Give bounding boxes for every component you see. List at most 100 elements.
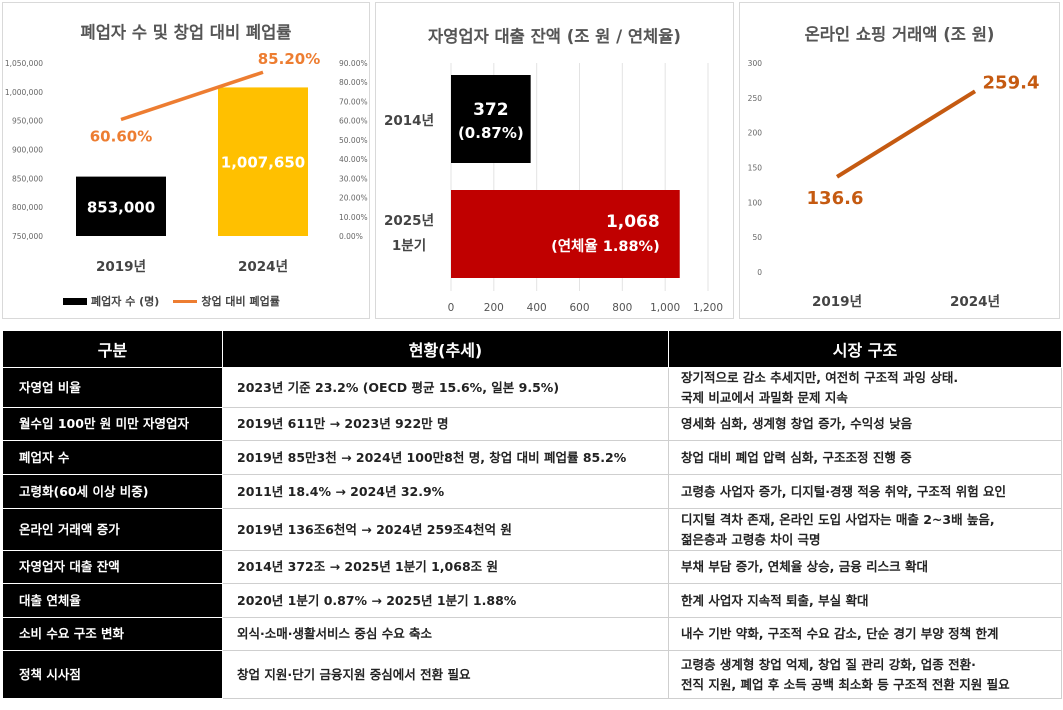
closure-chart: 750,000 800,000 850,000 900,000 950,000 1,000… <box>5 50 368 275</box>
y-tick-label: 2014년 <box>384 113 434 129</box>
y-tick-right: 10.00% <box>339 213 368 222</box>
y-tick-label: 150 <box>748 164 763 173</box>
chart-title: 온라인 쇼핑 거래액 (조 원) <box>804 25 995 44</box>
x-tick-label: 1,200 <box>693 302 723 314</box>
series-line <box>835 89 977 179</box>
y-tick-right: 40.00% <box>339 155 368 164</box>
y-tick-label: 250 <box>748 94 763 103</box>
y-tick-right: 0.00% <box>339 232 363 241</box>
row-structure: 내수 기반 약화, 구조적 수요 감소, 단순 경기 부양 정책 한계 <box>668 617 1062 651</box>
x-tick-label: 2019년 <box>812 294 862 310</box>
y-tick-label: 0 <box>757 268 762 277</box>
table-row: 자영업자 대출 잔액 2014년 372조 → 2025년 1분기 1,068조 … <box>2 550 1062 584</box>
header-category: 구분 <box>2 330 223 368</box>
x-tick-label: 1,000 <box>650 302 680 314</box>
bar-label: 372 <box>473 100 509 120</box>
bar <box>451 75 531 163</box>
y-tick-left: 800,000 <box>12 203 43 212</box>
table-row: 폐업자 수 2019년 85만3천 → 2024년 100만8천 명, 창업 대비… <box>2 440 1062 475</box>
y-tick-left: 850,000 <box>12 174 43 183</box>
x-tick-label: 600 <box>569 302 589 314</box>
y-tick-right: 80.00% <box>339 78 368 87</box>
row-label: 온라인 거래액 증가 <box>2 508 223 551</box>
y-tick-label: 50 <box>752 233 762 242</box>
y-tick-left: 1,050,000 <box>5 59 43 68</box>
chart-title: 폐업자 수 및 창업 대비 폐업률 <box>80 23 292 42</box>
online-chart: 0 50 100 150 200 250 300 2019년 2024년 136.6 259.4 <box>748 59 1040 310</box>
line-label: 259.4 <box>983 72 1040 93</box>
row-trend: 2019년 85만3천 → 2024년 100만8천 명, 창업 대비 폐업률 … <box>222 440 669 475</box>
row-trend: 2019년 136조6천억 → 2024년 259조4천억 원 <box>222 508 669 551</box>
line-label: 85.20% <box>258 50 320 68</box>
bar-label: 1,068 <box>606 212 660 232</box>
y-tick-right: 90.00% <box>339 59 368 68</box>
table-row: 대출 연체율 2020년 1분기 0.87% → 2025년 1분기 1.88% 한… <box>2 583 1062 618</box>
x-tick-label: 800 <box>612 302 632 314</box>
header-structure: 시장 구조 <box>668 330 1062 368</box>
summary-table: 구분 현황(추세) 시장 구조 자영업 비율 2023년 기준 23.2% (OE… <box>2 330 1062 699</box>
row-label: 고령화(60세 이상 비중) <box>2 474 223 509</box>
y-tick-label: 2025년 <box>384 213 434 229</box>
row-structure: 고령층 생계형 창업 억제, 창업 질 관리 강화, 업종 전환· 전직 지원, … <box>668 650 1062 699</box>
y-tick-right: 60.00% <box>339 117 368 126</box>
row-trend: 창업 지원·단기 금융지원 중심에서 전환 필요 <box>222 650 669 699</box>
table-row: 소비 수요 구조 변화 외식·소매·생활서비스 중심 수요 축소 내수 기반 약화,… <box>2 617 1062 651</box>
y-tick-right: 50.00% <box>339 136 368 145</box>
loan-chart: 0 200 400 600 800 1,000 1,200 2014년 372 (0.87%) 20… <box>384 63 723 314</box>
row-label: 자영업 비율 <box>2 367 223 408</box>
chart-title: 자영업자 대출 잔액 (조 원 / 연체율) <box>428 27 681 46</box>
series-line <box>120 70 264 122</box>
loan-chart-panel: 자영업자 대출 잔액 (조 원 / 연체율) 0 200 400 600 800 1,00… <box>375 2 734 319</box>
y-tick-right: 20.00% <box>339 194 368 203</box>
table-header-row: 구분 현황(추세) 시장 구조 <box>2 330 1062 368</box>
table-row: 월수입 100만 원 미만 자영업자 2019년 611만 → 2023년 922… <box>2 407 1062 441</box>
x-tick-label: 2024년 <box>950 294 1000 310</box>
row-trend: 외식·소매·생활서비스 중심 수요 축소 <box>222 617 669 651</box>
y-tick-left: 750,000 <box>12 232 43 241</box>
row-structure: 장기적으로 감소 추세지만, 여전히 구조적 과잉 상태. 국제 비교에서 과밀화… <box>668 367 1062 408</box>
bar-label: 853,000 <box>87 198 155 216</box>
bar <box>218 87 308 236</box>
row-structure: 고령층 사업자 증가, 디지털·경쟁 적응 취약, 구조적 위험 요인 <box>668 474 1062 509</box>
table-row: 온라인 거래액 증가 2019년 136조6천억 → 2024년 259조4천억 … <box>2 508 1062 551</box>
bar <box>451 190 680 278</box>
x-tick-label: 0 <box>448 302 455 314</box>
table-row: 자영업 비율 2023년 기준 23.2% (OECD 평균 15.6%, 일본 … <box>2 367 1062 408</box>
table-row: 정책 시사점 창업 지원·단기 금융지원 중심에서 전환 필요 고령층 생계형 창업… <box>2 650 1062 699</box>
bar <box>76 176 166 236</box>
legend-label-line: 창업 대비 폐업률 <box>201 295 280 308</box>
row-label: 월수입 100만 원 미만 자영업자 <box>2 407 223 441</box>
y-tick-label: 100 <box>748 198 763 207</box>
row-label: 폐업자 수 <box>2 440 223 475</box>
y-tick-left: 950,000 <box>12 117 43 126</box>
y-tick-label: 200 <box>748 129 763 138</box>
y-tick-right: 70.00% <box>339 97 368 106</box>
y-tick-label: 300 <box>748 59 763 68</box>
x-tick-label: 200 <box>484 302 504 314</box>
line-label: 136.6 <box>807 188 864 209</box>
y-tick-label: 1분기 <box>392 238 426 254</box>
y-tick-left: 1,000,000 <box>5 88 43 97</box>
row-label: 대출 연체율 <box>2 583 223 618</box>
online-chart-panel: 온라인 쇼핑 거래액 (조 원) 0 50 100 150 200 250 300 2019년… <box>739 2 1060 319</box>
row-structure: 한계 사업자 지속적 퇴출, 부실 확대 <box>668 583 1062 618</box>
header-trend: 현황(추세) <box>222 330 669 368</box>
legend-label-bar: 폐업자 수 (명) <box>91 295 160 308</box>
table-row: 고령화(60세 이상 비중) 2011년 18.4% → 2024년 32.9% 고… <box>2 474 1062 509</box>
row-structure: 영세화 심화, 생계형 창업 증가, 수익성 낮음 <box>668 407 1062 441</box>
bar-label: (연체율 1.88%) <box>551 238 660 255</box>
line-label: 60.60% <box>90 128 152 146</box>
x-tick-label: 2024년 <box>238 259 288 275</box>
bar-label: 1,007,650 <box>221 154 305 172</box>
x-tick-label: 2019년 <box>96 259 146 275</box>
legend-swatch-bar <box>63 297 87 305</box>
x-tick-label: 400 <box>527 302 547 314</box>
row-trend: 2020년 1분기 0.87% → 2025년 1분기 1.88% <box>222 583 669 618</box>
row-label: 자영업자 대출 잔액 <box>2 550 223 584</box>
row-label: 정책 시사점 <box>2 650 223 699</box>
legend-swatch-line <box>173 299 198 303</box>
y-tick-right: 30.00% <box>339 174 368 183</box>
row-trend: 2014년 372조 → 2025년 1분기 1,068조 원 <box>222 550 669 584</box>
row-label: 소비 수요 구조 변화 <box>2 617 223 651</box>
row-trend: 2011년 18.4% → 2024년 32.9% <box>222 474 669 509</box>
